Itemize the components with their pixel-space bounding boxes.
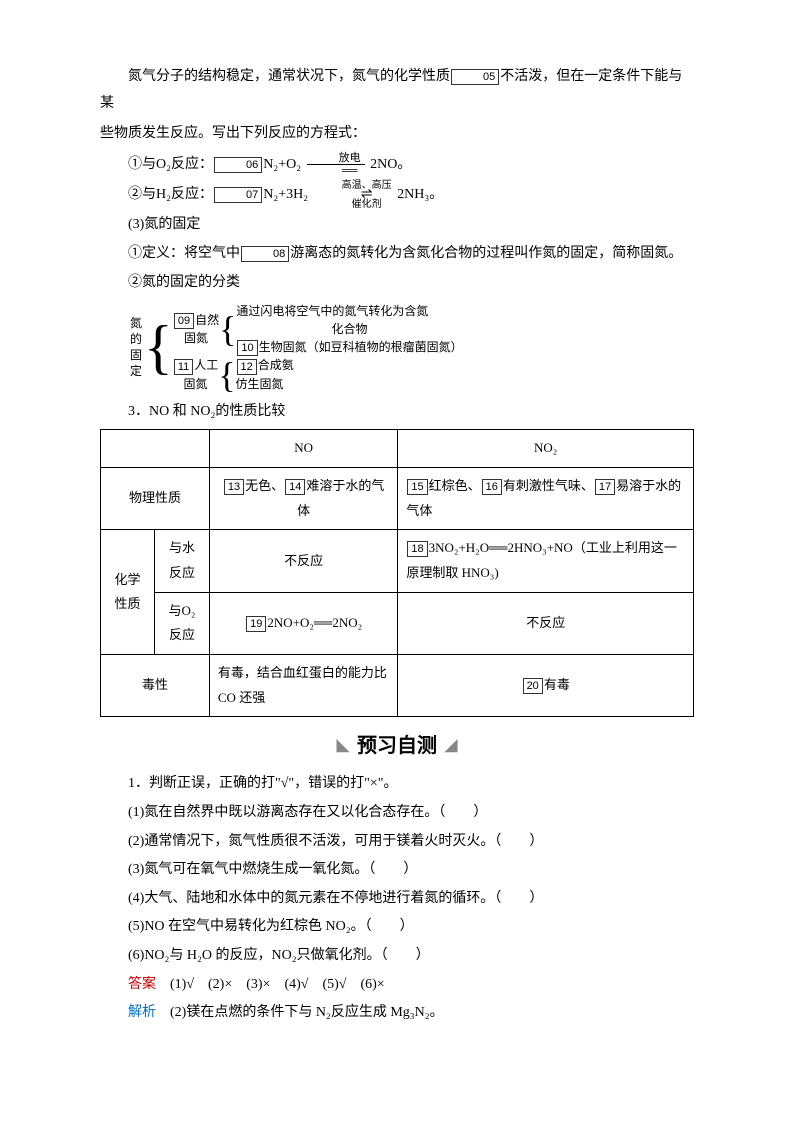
- box-07: 07: [214, 187, 262, 203]
- r1-label: 物理性质: [101, 467, 210, 529]
- box-17: 17: [595, 479, 615, 495]
- intro-line: 氮气分子的结构稳定，通常状况下，氮气的化学性质05不活泼，但在一定条件下能与某: [100, 64, 694, 117]
- explain-line: 解析 (2)镁在点燃的条件下与 N₂反应生成 Mg₃N₂。: [100, 1000, 694, 1027]
- r-chem: 化学性质: [101, 530, 155, 655]
- root-label: 氮的固定: [130, 302, 144, 393]
- r2-no2: 183NO₂+H₂O══2HNO₃+NO（工业上利用这一原理制取 HNO₃): [398, 530, 694, 592]
- brace-icon: {: [219, 311, 236, 347]
- box-18: 18: [407, 541, 427, 557]
- t: 无色、: [245, 478, 284, 493]
- t: 固氮: [184, 329, 208, 347]
- quiz-title: 1．判断正误，正确的打"√"，错误的打"×"。: [100, 771, 694, 798]
- h-no: NO: [209, 430, 398, 468]
- sub3: (3)氮的固定: [100, 212, 694, 239]
- t: 有刺激性气味、: [503, 478, 594, 493]
- box-05: 05: [451, 69, 499, 85]
- box-16: 16: [482, 479, 502, 495]
- box-08: 08: [241, 246, 289, 262]
- q6: (6)NO₂与 H₂O 的反应，NO₂只做氧化剂。（ ）: [100, 943, 694, 970]
- t: 催化剂: [324, 199, 382, 210]
- t: ①与O₂反应：: [128, 157, 213, 172]
- t: 化合物: [236, 320, 462, 338]
- t: 合成氨: [258, 358, 294, 372]
- t: 难溶于水的气体: [297, 478, 384, 518]
- r1-no: 13无色、14难溶于水的气体: [209, 467, 398, 529]
- t: 高温、高压: [314, 180, 392, 191]
- t: 红棕色、: [429, 478, 481, 493]
- h-no2: NO₂: [398, 430, 694, 468]
- section3-title: 3．NO 和 NO₂的性质比较: [100, 399, 694, 426]
- r2-no: 不反应: [209, 530, 398, 592]
- class-title: ②氮的固定的分类: [100, 270, 694, 297]
- wedge-right-icon: ◢: [445, 731, 457, 761]
- t: 仿生固氮: [236, 375, 294, 393]
- t: 2NH₃。: [394, 188, 444, 203]
- r2-label: 与水反应: [155, 530, 210, 592]
- table-row: 化学性质 与水反应 不反应 183NO₂+H₂O══2HNO₃+NO（工业上利用…: [101, 530, 694, 592]
- table-row: NO NO₂: [101, 430, 694, 468]
- intro-line2: 些物质发生反应。写出下列反应的方程式：: [100, 121, 694, 148]
- brace-icon: {: [144, 302, 173, 393]
- box-13: 13: [224, 479, 244, 495]
- r3-no: 192NO+O₂══2NO₂: [209, 592, 398, 654]
- t: ══: [310, 165, 362, 177]
- explain-label: 解析: [128, 1005, 156, 1020]
- table-row: 物理性质 13无色、14难溶于水的气体 15红棕色、16有刺激性气味、17易溶于…: [101, 467, 694, 529]
- box-15: 15: [407, 479, 427, 495]
- t: 固氮: [184, 375, 208, 393]
- wedge-left-icon: ◣: [337, 731, 349, 761]
- t: 游离态的氮转化为含氮化合物的过程叫作氮的固定，简称固氮。: [290, 246, 682, 261]
- t: 预习自测: [357, 727, 437, 765]
- q4: (4)大气、陆地和水体中的氮元素在不停地进行着氮的循环。（ ）: [100, 886, 694, 913]
- box-10: 10: [237, 340, 257, 356]
- t: N₂+3H₂: [263, 188, 308, 203]
- r4-label: 毒性: [101, 655, 210, 717]
- box-11: 11: [174, 359, 193, 375]
- r1-no2: 15红棕色、16有刺激性气味、17易溶于水的气体: [398, 467, 694, 529]
- table-row: 毒性 有毒，结合血红蛋白的能力比 CO 还强 20有毒: [101, 655, 694, 717]
- t: 通过闪电将空气中的氮气转化为含氮: [236, 302, 462, 320]
- brace-icon: {: [218, 357, 235, 393]
- t: 氮气分子的结构稳定，通常状况下，氮气的化学性质: [128, 69, 450, 84]
- t: 生物固氮（如豆科植物的根瘤菌固氮）: [259, 340, 463, 354]
- t: N₂+O₂: [263, 157, 301, 172]
- q5: (5)NO 在空气中易转化为红棕色 NO₂。（ ）: [100, 914, 694, 941]
- q3: (3)氮气可在氧气中燃烧生成一氧化氮。（ ）: [100, 857, 694, 884]
- cond-discharge: 放电 ══: [307, 152, 365, 177]
- cond-reversible: 高温、高压 ⇌ 催化剂: [314, 180, 392, 210]
- t: 自然: [195, 313, 219, 327]
- table-row: 与O₂反应 192NO+O₂══2NO₂ 不反应: [101, 592, 694, 654]
- box-09: 09: [174, 313, 194, 329]
- t: (1)√ (2)× (3)× (4)√ (5)√ (6)×: [156, 977, 385, 992]
- t: ②与H₂反应：: [128, 188, 213, 203]
- t: 2NO+O₂══2NO₂: [267, 615, 362, 630]
- t: 有毒: [544, 677, 570, 692]
- t: 放电: [307, 152, 365, 165]
- q1: (1)氮在自然界中既以游离态存在又以化合态存在。（ ）: [100, 800, 694, 827]
- classification-diagram: 氮的固定 { 09自然 固氮 { 通过闪电将空气中的氮气转化为含氮 化合物 10…: [130, 302, 694, 393]
- box-06: 06: [214, 157, 262, 173]
- t: 人工: [194, 358, 218, 372]
- q2: (2)通常情况下，氮气性质很不活泼，可用于镁着火时灭火。（ ）: [100, 829, 694, 856]
- t: 3NO₂+H₂O══2HNO₃+NO: [429, 540, 573, 555]
- definition: ①定义：将空气中08游离态的氮转化为含氮化合物的过程叫作氮的固定，简称固氮。: [100, 241, 694, 268]
- answer-label: 答案: [128, 977, 156, 992]
- box-20: 20: [523, 678, 543, 694]
- t: ①定义：将空气中: [128, 246, 240, 261]
- section-header-preview: ◣ 预习自测 ◢: [100, 727, 694, 765]
- answer-line: 答案 (1)√ (2)× (3)× (4)√ (5)√ (6)×: [100, 972, 694, 999]
- r3-no2: 不反应: [398, 592, 694, 654]
- box-14: 14: [285, 479, 305, 495]
- t: (2)镁在点燃的条件下与 N₂反应生成 Mg₃N₂。: [156, 1005, 444, 1020]
- box-12: 12: [237, 359, 257, 375]
- eq1: ①与O₂反应：06N₂+O₂ 放电 ══ 2NO。: [100, 152, 694, 179]
- box-19: 19: [246, 616, 266, 632]
- comparison-table: NO NO₂ 物理性质 13无色、14难溶于水的气体 15红棕色、16有刺激性气…: [100, 429, 694, 717]
- r4-no2: 20有毒: [398, 655, 694, 717]
- t: 2NO。: [367, 157, 412, 172]
- eq2: ②与H₂反应：07N₂+3H₂ 高温、高压 ⇌ 催化剂 2NH₃。: [100, 180, 694, 210]
- r4-no: 有毒，结合血红蛋白的能力比 CO 还强: [209, 655, 398, 717]
- r3-label: 与O₂反应: [155, 592, 210, 654]
